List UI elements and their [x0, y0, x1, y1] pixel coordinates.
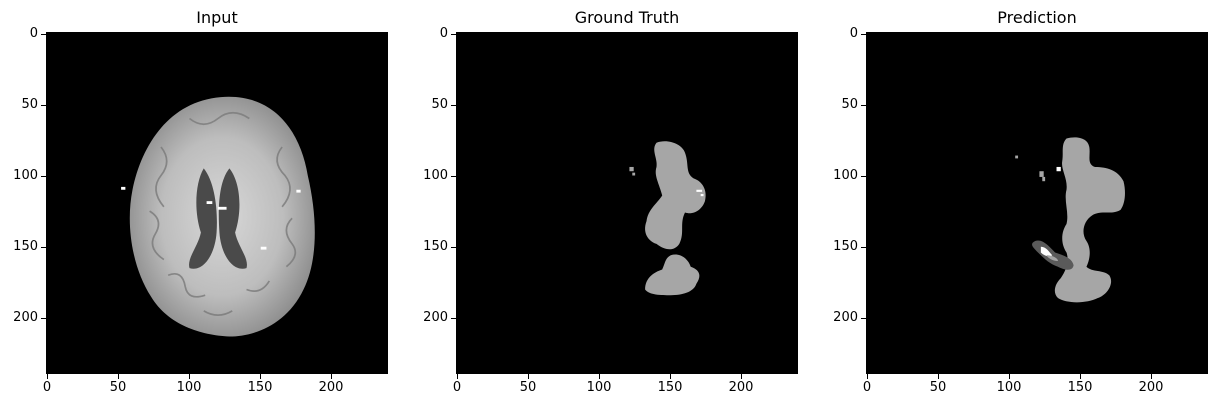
- y-tick-label: 200: [13, 310, 38, 325]
- y-tick-label: 0: [29, 26, 38, 41]
- x-tick-label: 0: [862, 380, 872, 395]
- x-tick-label: 50: [519, 380, 537, 395]
- x-tick-label: 100: [586, 380, 612, 395]
- x-tick-label: 150: [657, 380, 683, 395]
- ground-truth-mask: [457, 33, 797, 373]
- y-tick-label: 50: [21, 97, 38, 112]
- panel-title: Prediction: [997, 8, 1077, 27]
- x-tick-label: 50: [929, 380, 947, 395]
- x-tick-label: 0: [452, 380, 462, 395]
- x-tick-label: 50: [109, 380, 127, 395]
- y-tick-label: 150: [833, 239, 858, 254]
- y-tick-label: 100: [423, 168, 448, 183]
- y-tick-label: 0: [439, 26, 448, 41]
- y-tick-label: 100: [833, 168, 858, 183]
- y-tick-label: 50: [841, 97, 858, 112]
- y-tick-label: 150: [13, 239, 38, 254]
- x-tick-label: 100: [996, 380, 1022, 395]
- panel-ground-truth: Ground Truth 0 50 100 150 200 0 50 100 1…: [410, 0, 810, 407]
- y-tick-label: 200: [423, 310, 448, 325]
- x-tick-label: 0: [42, 380, 52, 395]
- x-tick-label: 200: [318, 380, 344, 395]
- y-tick-label: 50: [431, 97, 448, 112]
- y-tick-label: 0: [849, 26, 858, 41]
- x-tick-label: 200: [1138, 380, 1164, 395]
- panel-title: Input: [196, 8, 238, 27]
- image-plot-input: [46, 32, 388, 374]
- panel-title: Ground Truth: [574, 8, 680, 27]
- x-tick-label: 200: [728, 380, 754, 395]
- brain-mri-image: [47, 33, 387, 373]
- prediction-mask: [867, 33, 1207, 373]
- x-tick-label: 100: [176, 380, 202, 395]
- y-tick-label: 100: [13, 168, 38, 183]
- y-tick-label: 200: [833, 310, 858, 325]
- y-tick-label: 150: [423, 239, 448, 254]
- x-tick-label: 150: [247, 380, 273, 395]
- x-tick-label: 150: [1067, 380, 1093, 395]
- panel-prediction: Prediction 0 50 100 150 200 0 50 100 150…: [820, 0, 1220, 407]
- image-plot-prediction: [866, 32, 1208, 374]
- panel-input: Input: [0, 0, 400, 407]
- image-plot-ground-truth: [456, 32, 798, 374]
